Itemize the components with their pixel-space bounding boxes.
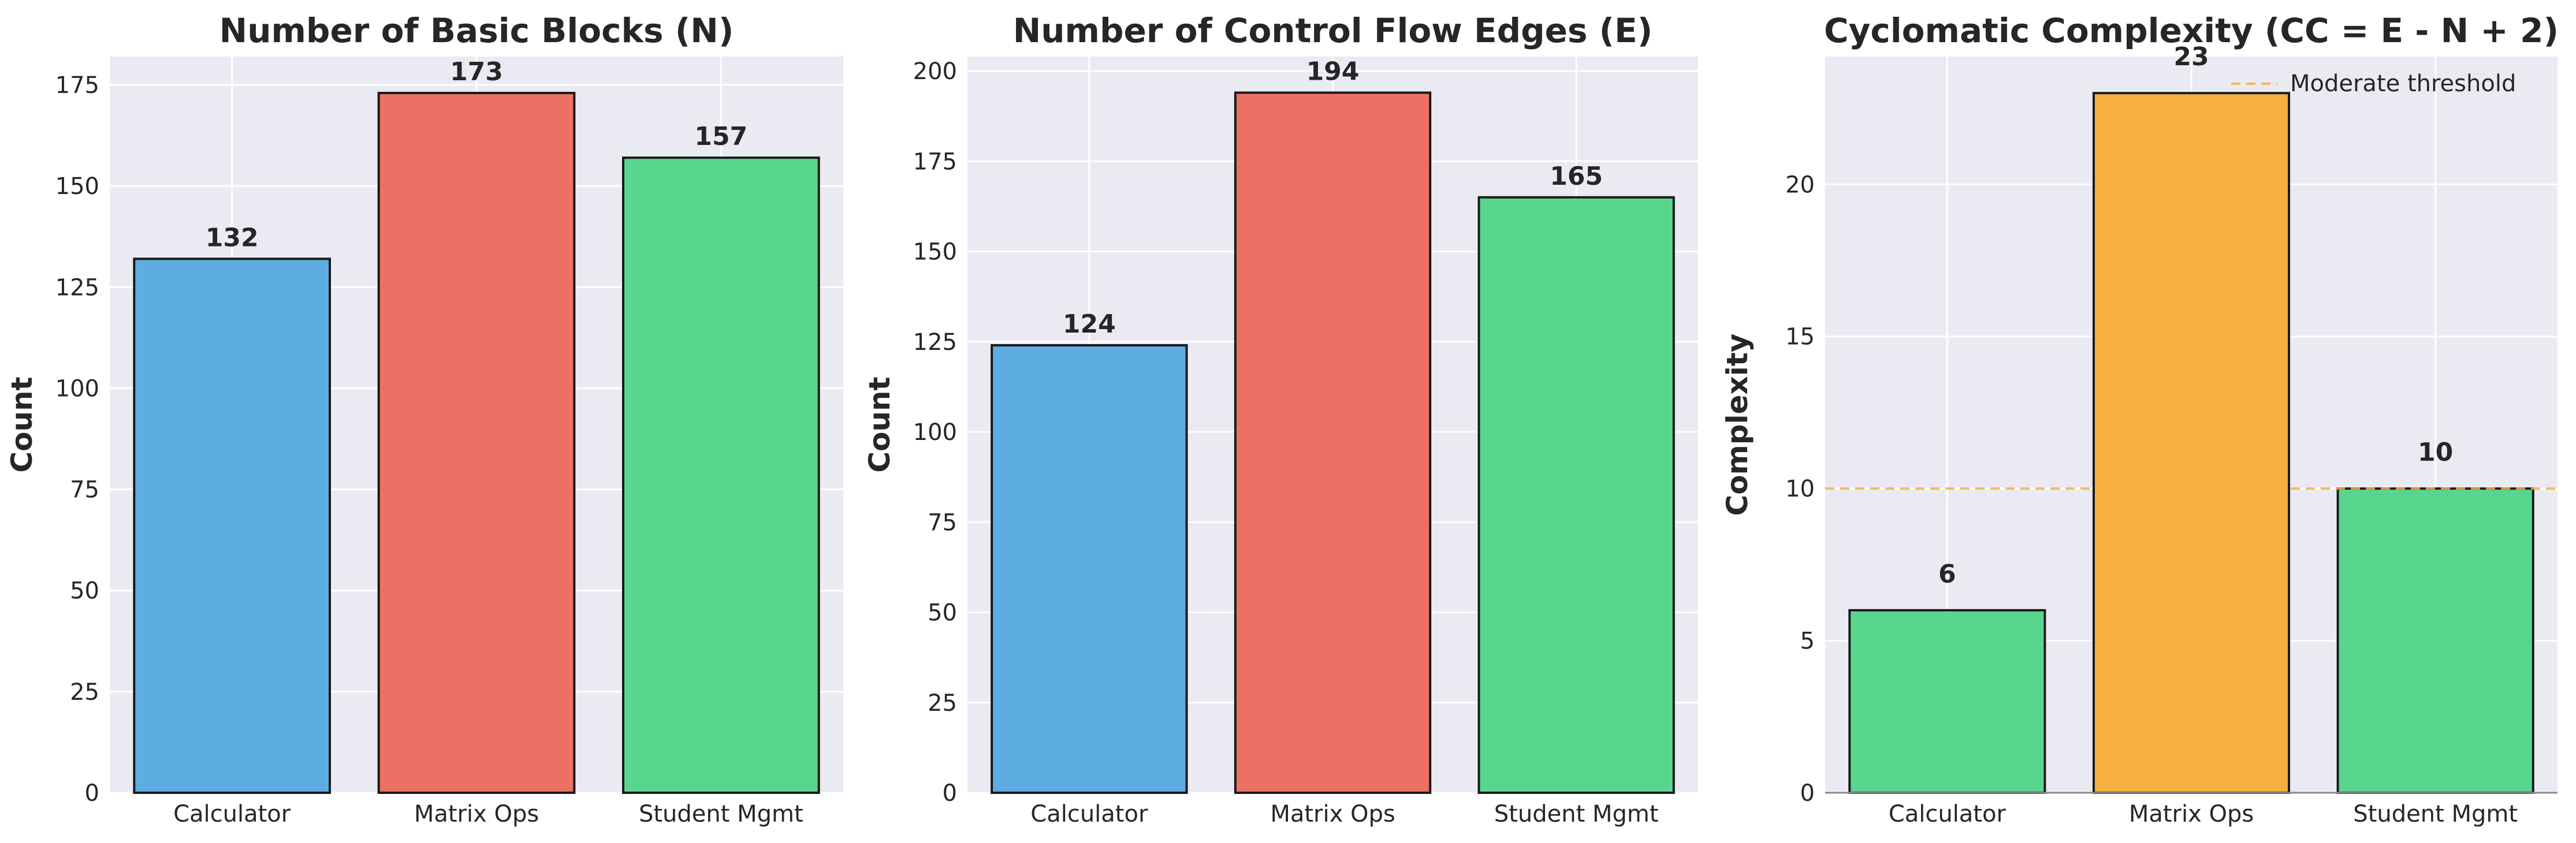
bar-student-mgmt bbox=[2336, 487, 2534, 794]
value-label: 124 bbox=[1063, 309, 1116, 339]
bar-matrix-ops bbox=[2092, 92, 2291, 794]
y-tick-label: 15 bbox=[1785, 324, 1815, 350]
y-tick-label: 25 bbox=[928, 690, 957, 717]
value-label: 132 bbox=[206, 223, 259, 252]
chart-panel-3: 0 5 10 15 20 6 23 10 Calculator Matrix Ops Student… bbox=[1721, 11, 2559, 827]
x-tick-label: Student Mgmt bbox=[1494, 801, 1659, 827]
chart-title: Number of Basic Blocks (N) bbox=[219, 11, 734, 50]
x-tick-label: Calculator bbox=[173, 801, 291, 827]
y-axis-title: Complexity bbox=[1721, 334, 1754, 516]
y-tick-label: 50 bbox=[928, 600, 957, 626]
value-label: 6 bbox=[1938, 559, 1956, 589]
x-tick-label: Student Mgmt bbox=[639, 801, 803, 827]
bar-matrix-ops bbox=[377, 92, 576, 794]
y-tick-label: 5 bbox=[1800, 628, 1815, 655]
y-tick-label: 200 bbox=[913, 58, 957, 85]
x-tick-label: Matrix Ops bbox=[2129, 801, 2254, 827]
y-tick-label: 150 bbox=[55, 173, 99, 200]
y-tick-label: 50 bbox=[70, 578, 99, 605]
y-tick-label: 25 bbox=[70, 679, 99, 706]
x-tick-label: Student Mgmt bbox=[2353, 801, 2518, 827]
x-tick-label: Matrix Ops bbox=[1270, 801, 1395, 827]
y-tick-label: 125 bbox=[55, 274, 99, 301]
chart-panel-2: 0 25 50 75 100 125 150 175 200 124 194 165 Calculato… bbox=[863, 11, 1698, 827]
chart-title: Number of Control Flow Edges (E) bbox=[1013, 11, 1653, 50]
x-tick-label: Calculator bbox=[1030, 801, 1148, 827]
bar-calculator bbox=[991, 344, 1188, 794]
chart-title: Cyclomatic Complexity (CC = E - N + 2) bbox=[1824, 11, 2559, 50]
y-tick-label: 75 bbox=[928, 509, 957, 536]
bar-matrix-ops bbox=[1234, 91, 1432, 794]
y-tick-label: 20 bbox=[1785, 171, 1815, 198]
legend-label: Moderate threshold bbox=[2290, 70, 2516, 97]
y-tick-label: 150 bbox=[913, 239, 957, 266]
value-label: 173 bbox=[450, 57, 503, 87]
y-tick-label: 175 bbox=[913, 148, 957, 175]
x-tick-label: Matrix Ops bbox=[414, 801, 539, 827]
y-tick-label: 125 bbox=[913, 329, 957, 356]
y-tick-label: 75 bbox=[70, 477, 99, 503]
y-tick-label: 10 bbox=[1785, 476, 1815, 502]
y-axis-title: Count bbox=[5, 376, 39, 472]
chart-panel-1: 0 25 50 75 100 125 150 175 132 173 157 Calculator Ma… bbox=[5, 11, 843, 827]
value-label: 157 bbox=[694, 122, 747, 151]
value-label: 10 bbox=[2418, 438, 2453, 467]
y-tick-label: 100 bbox=[55, 375, 99, 402]
bar-student-mgmt bbox=[1477, 196, 1675, 794]
y-axis-title: Count bbox=[863, 376, 896, 472]
y-tick-label: 175 bbox=[55, 72, 99, 99]
x-tick-label: Calculator bbox=[1889, 801, 2007, 827]
y-tick-label: 100 bbox=[913, 419, 957, 446]
value-label: 165 bbox=[1550, 162, 1603, 191]
bar-student-mgmt bbox=[622, 156, 820, 794]
y-tick-label: 0 bbox=[1800, 780, 1815, 807]
y-tick-label: 0 bbox=[85, 780, 99, 807]
value-label: 23 bbox=[2173, 42, 2209, 72]
value-label: 194 bbox=[1306, 57, 1360, 87]
bar-calculator bbox=[133, 258, 331, 794]
y-tick-label: 0 bbox=[943, 780, 957, 807]
bar-calculator bbox=[1848, 609, 2046, 794]
